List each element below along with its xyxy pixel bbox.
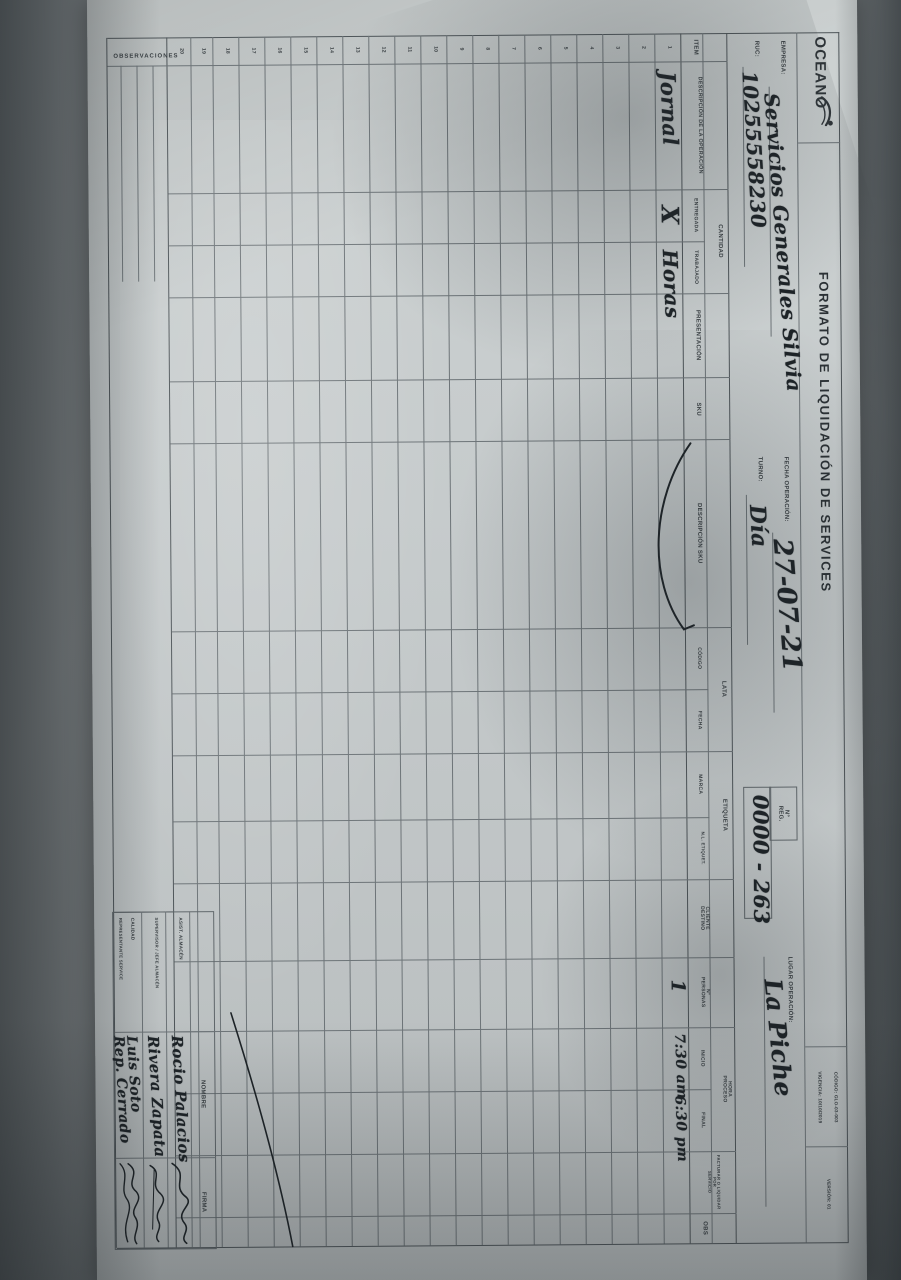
table-row-number: 15 xyxy=(302,47,309,54)
table-row-number: 19 xyxy=(200,48,207,55)
col-header-etiqueta-marca: MARCA xyxy=(697,774,704,795)
table-row-number: 5 xyxy=(562,46,569,50)
col-header-cliente-destino: CLIENTE DESTINO xyxy=(698,906,711,931)
signature-mark-1 xyxy=(171,1162,189,1245)
ruc-label: RUC: xyxy=(753,40,760,58)
table-row-number: 4 xyxy=(588,46,595,50)
table-row-number: 7 xyxy=(510,47,517,51)
cell-hora-inicio-row1: 7:30 am xyxy=(670,1033,690,1100)
col-header-facturar: FACTURAR O LIQUIDAR POR SERVICIO xyxy=(707,1154,722,1210)
form-title: FORMATO DE LIQUIDACIÓN DE SERVICES xyxy=(816,271,834,593)
col-header-item: ITEM xyxy=(692,39,699,56)
col-header-cantidad: CANTIDAD xyxy=(716,224,724,258)
version-label: Versión: 01 xyxy=(826,1178,832,1210)
col-header-hora-proceso: HORA PROCESO xyxy=(721,1075,733,1103)
table-row-number: 10 xyxy=(432,46,439,53)
signature-mark-2 xyxy=(149,1164,165,1243)
table-row-number: 16 xyxy=(276,47,283,54)
signature-mark-4 xyxy=(119,1163,131,1243)
signature-role-representante-service: REPRESENTANTE SERVICE xyxy=(118,917,124,981)
col-header-etiqueta-nl: N.L. ETIQUET. xyxy=(700,831,706,865)
wave-swoosh-icon xyxy=(817,96,833,127)
cell-cantidad-entregada-row1: X xyxy=(655,205,685,225)
table-row-number: 18 xyxy=(224,47,231,55)
table-row-number: 20 xyxy=(178,48,185,55)
col-header-lata: LATA xyxy=(720,680,727,698)
table-row-number: 3 xyxy=(614,46,621,50)
col-header-hora-final: FINAL xyxy=(699,1112,706,1129)
oceano-logo: OCEANO xyxy=(803,34,838,130)
signature-col-nombre: NOMBRE xyxy=(199,1079,206,1109)
signature-role-asist-almacen: ASIST. ALMACÉN xyxy=(178,917,184,960)
nro-reg-label: N° REG. xyxy=(777,805,790,822)
col-header-lata-fecha: FECHA xyxy=(696,710,703,730)
codigo-doc-label: Código: GLO-03-003 xyxy=(833,1071,839,1123)
table-row-number: 9 xyxy=(458,47,465,51)
table-row-number: 12 xyxy=(380,46,387,53)
turno-value: Día xyxy=(743,504,773,549)
table-row-number: 14 xyxy=(328,47,335,54)
cell-descripcion-row1: Jornal xyxy=(655,70,684,147)
col-header-sku: SKU xyxy=(695,402,702,417)
cell-hora-final-row1: 6:30 pm xyxy=(671,1095,691,1163)
stray-pen-stroke-2 xyxy=(230,1012,294,1248)
table-row-number: 13 xyxy=(354,46,361,54)
form-rotation-wrapper: OCEANO FORMATO DE LIQUIDACIÓN DE SERVICE… xyxy=(87,0,867,1280)
cell-personas-row1: 1 xyxy=(666,979,689,994)
cell-cantidad-trabajado-row1: Horas xyxy=(657,248,685,319)
col-header-obs: OBS xyxy=(701,1221,708,1236)
empresa-label: EMPRESA: xyxy=(779,40,786,75)
fecha-operacion-label: FECHA OPERACIÓN: xyxy=(782,456,790,522)
table-row-number: 6 xyxy=(536,46,543,51)
nro-reg-value: 0000 - 263 xyxy=(748,794,775,925)
col-header-cantidad-trabajado: TRABAJADO xyxy=(692,250,700,285)
empresa-value: Servicios Generales Silvia xyxy=(759,92,807,393)
observaciones-label: OBSERVACIONES xyxy=(113,53,179,60)
vigencia-label: Vigencia: 10/10/2019 xyxy=(817,1071,823,1124)
signature-col-firma: FIRMA xyxy=(200,1191,207,1213)
table-row-number: 17 xyxy=(250,47,257,54)
table-row-number: 1 xyxy=(666,45,673,50)
signature-role-calidad: CALIDAD xyxy=(130,917,136,941)
table-row-number: 2 xyxy=(640,46,647,50)
table-row-number: 11 xyxy=(406,46,413,53)
liquidation-form: OCEANO FORMATO DE LIQUIDACIÓN DE SERVICE… xyxy=(101,26,853,1254)
turno-label: TURNO: xyxy=(756,456,763,482)
col-header-hora-inicio: INICIO xyxy=(699,1049,706,1067)
col-header-etiqueta: ETIQUETA xyxy=(721,798,728,832)
col-header-descripcion: DESCRIPCIÓN DE LA OPERACIÓN xyxy=(696,76,704,174)
col-header-cantidad-entregada: ENTREGADA xyxy=(692,198,699,233)
col-header-personas: N° PERSONAS xyxy=(699,976,711,1008)
stray-pen-stroke xyxy=(657,442,695,631)
signature-role-supervisor-jefe-almacen: SUPERVISOR / JEFE ALMACÉN xyxy=(154,917,160,989)
col-header-presentacion: PRESENTACIÓN xyxy=(694,309,701,361)
table-row-number: 8 xyxy=(484,47,491,51)
